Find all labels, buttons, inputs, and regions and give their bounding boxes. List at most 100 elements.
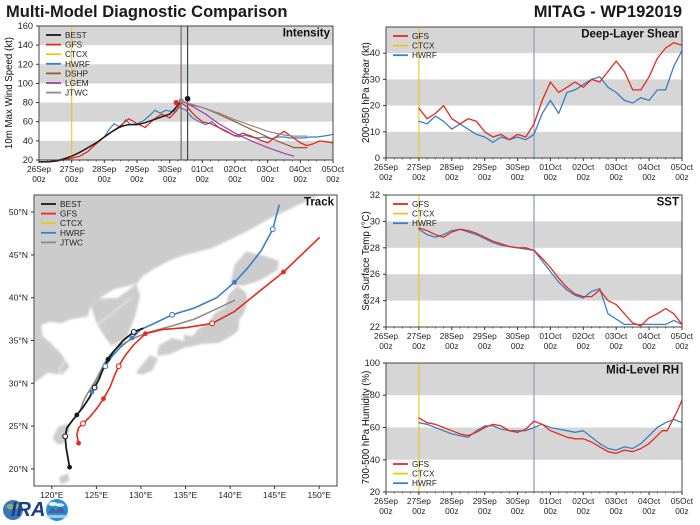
svg-text:30°N: 30°N (9, 378, 28, 388)
svg-text:HWRF: HWRF (412, 478, 437, 488)
svg-text:160: 160 (18, 21, 33, 31)
svg-text:100: 100 (365, 358, 380, 368)
svg-text:00z: 00z (130, 174, 143, 184)
svg-text:45°N: 45°N (9, 250, 28, 260)
svg-text:DSHP: DSHP (65, 68, 89, 78)
svg-text:GFS: GFS (412, 199, 430, 209)
svg-text:135°E: 135°E (174, 490, 198, 500)
svg-text:05Oct: 05Oct (671, 331, 694, 341)
svg-text:00z: 00z (610, 172, 623, 182)
svg-text:00z: 00z (412, 172, 425, 182)
svg-text:JTWC: JTWC (60, 237, 83, 247)
svg-text:00z: 00z (379, 172, 392, 182)
svg-text:29Sep: 29Sep (473, 162, 497, 172)
svg-text:29Sep: 29Sep (473, 496, 497, 506)
svg-text:GFS: GFS (412, 459, 430, 469)
svg-text:CTCX: CTCX (65, 49, 88, 59)
svg-text:01Oct: 01Oct (539, 331, 562, 341)
svg-text:Intensity: Intensity (283, 28, 331, 40)
svg-text:00z: 00z (65, 174, 78, 184)
svg-text:00z: 00z (445, 506, 458, 516)
svg-text:00z: 00z (544, 341, 557, 351)
svg-text:80: 80 (23, 98, 33, 108)
svg-text:26Sep: 26Sep (374, 162, 398, 172)
svg-text:145°E: 145°E (263, 490, 287, 500)
svg-text:40: 40 (23, 136, 33, 146)
svg-text:00z: 00z (577, 172, 590, 182)
svg-text:00z: 00z (511, 506, 524, 516)
svg-text:00z: 00z (577, 506, 590, 516)
svg-text:00z: 00z (511, 172, 524, 182)
svg-text:CTCX: CTCX (60, 218, 83, 228)
svg-text:00z: 00z (511, 341, 524, 351)
svg-text:140: 140 (18, 40, 33, 50)
svg-text:27Sep: 27Sep (60, 164, 84, 174)
svg-text:01Oct: 01Oct (539, 162, 562, 172)
svg-text:00z: 00z (228, 174, 241, 184)
svg-text:10m Max Wind Speed (kt): 10m Max Wind Speed (kt) (4, 37, 15, 149)
svg-text:30Sep: 30Sep (506, 331, 530, 341)
svg-text:04Oct: 04Oct (638, 496, 661, 506)
svg-text:Sea Surface Temp (°C): Sea Surface Temp (°C) (361, 211, 372, 311)
svg-text:HWRF: HWRF (60, 228, 85, 238)
svg-text:00z: 00z (610, 341, 623, 351)
svg-text:01Oct: 01Oct (191, 164, 214, 174)
svg-text:05Oct: 05Oct (671, 162, 694, 172)
svg-text:GFS: GFS (412, 31, 430, 41)
svg-text:29Sep: 29Sep (473, 331, 497, 341)
svg-text:LGEM: LGEM (65, 78, 89, 88)
svg-text:00z: 00z (196, 174, 209, 184)
svg-text:BEST: BEST (60, 199, 82, 209)
svg-text:00z: 00z (326, 174, 339, 184)
svg-text:00z: 00z (261, 174, 274, 184)
svg-text:30Sep: 30Sep (506, 496, 530, 506)
svg-text:BEST: BEST (65, 30, 87, 40)
svg-text:27Sep: 27Sep (407, 162, 431, 172)
svg-text:700-500 hPa Humidity (%): 700-500 hPa Humidity (%) (361, 371, 372, 485)
svg-text:00z: 00z (478, 341, 491, 351)
svg-text:CTCX: CTCX (412, 209, 435, 219)
svg-text:HWRF: HWRF (412, 50, 437, 60)
svg-text:28Sep: 28Sep (92, 164, 116, 174)
svg-text:120: 120 (18, 59, 33, 69)
svg-text:35°N: 35°N (9, 336, 28, 346)
svg-text:SST: SST (657, 197, 679, 209)
svg-text:Track: Track (304, 197, 335, 209)
svg-text:Deep-Layer Shear: Deep-Layer Shear (581, 29, 679, 41)
svg-text:JTWC: JTWC (65, 88, 88, 98)
svg-text:150°E: 150°E (307, 490, 331, 500)
svg-text:30Sep: 30Sep (506, 162, 530, 172)
svg-text:03Oct: 03Oct (605, 496, 628, 506)
svg-text:HWRF: HWRF (65, 59, 90, 69)
svg-text:03Oct: 03Oct (257, 164, 280, 174)
svg-text:HWRF: HWRF (412, 218, 437, 228)
svg-text:28Sep: 28Sep (440, 496, 464, 506)
svg-text:00z: 00z (98, 174, 111, 184)
svg-text:130°E: 130°E (129, 490, 153, 500)
svg-text:140°E: 140°E (218, 490, 242, 500)
svg-text:03Oct: 03Oct (605, 331, 628, 341)
svg-text:02Oct: 02Oct (572, 162, 595, 172)
svg-text:03Oct: 03Oct (605, 162, 628, 172)
svg-text:00z: 00z (445, 172, 458, 182)
svg-text:28Sep: 28Sep (440, 331, 464, 341)
svg-text:00z: 00z (163, 174, 176, 184)
svg-text:04Oct: 04Oct (638, 162, 661, 172)
svg-text:00z: 00z (544, 172, 557, 182)
svg-text:00z: 00z (675, 341, 688, 351)
svg-text:29Sep: 29Sep (125, 164, 149, 174)
svg-text:00z: 00z (675, 172, 688, 182)
svg-text:Mid-Level RH: Mid-Level RH (606, 365, 679, 377)
svg-text:26Sep: 26Sep (374, 331, 398, 341)
svg-text:CTCX: CTCX (412, 469, 435, 479)
svg-text:00z: 00z (642, 172, 655, 182)
svg-text:00z: 00z (675, 506, 688, 516)
svg-text:00z: 00z (642, 341, 655, 351)
svg-text:00z: 00z (412, 506, 425, 516)
svg-text:GFS: GFS (65, 40, 83, 50)
svg-text:00z: 00z (610, 506, 623, 516)
svg-text:26Sep: 26Sep (27, 164, 51, 174)
svg-text:01Oct: 01Oct (539, 496, 562, 506)
svg-text:00z: 00z (642, 506, 655, 516)
svg-text:30Sep: 30Sep (158, 164, 182, 174)
